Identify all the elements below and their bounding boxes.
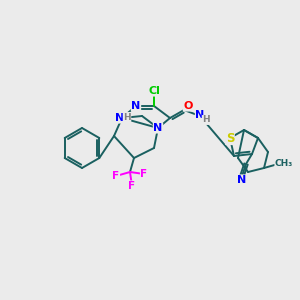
Text: F: F (140, 169, 148, 179)
Text: H: H (123, 112, 131, 122)
Text: S: S (226, 131, 234, 145)
Text: F: F (112, 171, 120, 181)
Text: H: H (202, 116, 210, 124)
Text: N: N (131, 101, 141, 111)
Text: O: O (183, 101, 193, 111)
Text: N: N (153, 123, 163, 133)
Text: Cl: Cl (148, 86, 160, 96)
Text: N: N (116, 113, 124, 123)
Text: CH₃: CH₃ (275, 160, 293, 169)
Text: N: N (195, 110, 205, 120)
Text: F: F (128, 181, 136, 191)
Text: N: N (237, 175, 247, 185)
